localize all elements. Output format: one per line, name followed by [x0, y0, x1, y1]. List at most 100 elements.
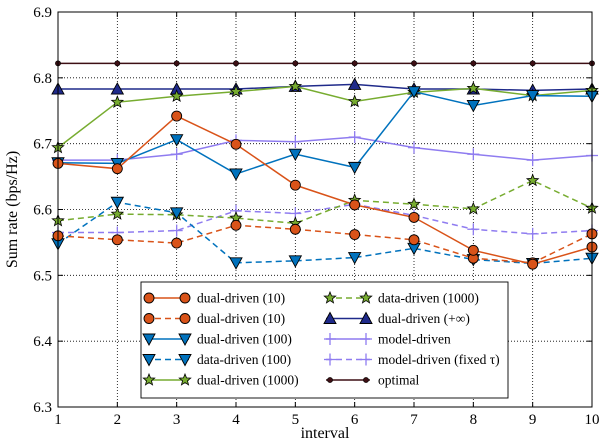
legend-marker	[179, 292, 191, 304]
legend-marker	[323, 290, 337, 304]
legend-marker	[359, 311, 373, 324]
data-point	[171, 237, 183, 249]
data-point	[111, 234, 123, 246]
x-tick-label: 4	[232, 412, 240, 428]
series-line	[58, 136, 593, 161]
data-point	[467, 223, 480, 236]
legend-label: optimal	[378, 373, 419, 388]
data-point	[230, 138, 242, 150]
x-axis-label: interval	[301, 425, 350, 442]
data-point	[407, 86, 421, 99]
x-tick-label: 8	[470, 412, 478, 428]
legend-marker	[142, 333, 156, 346]
x-tick-label: 7	[410, 412, 418, 428]
x-tick-label: 2	[114, 412, 122, 428]
legend-marker	[142, 354, 156, 367]
data-point	[110, 196, 125, 210]
legend-marker	[324, 333, 336, 345]
legend-item: dual-driven (1000)	[142, 372, 299, 388]
y-tick-label: 6.7	[33, 137, 52, 153]
series-line	[58, 83, 593, 92]
data-point	[170, 224, 183, 237]
data-point	[349, 199, 361, 211]
x-tick-label: 3	[173, 412, 181, 428]
data-point	[525, 90, 540, 103]
data-point	[110, 95, 125, 108]
data-point	[229, 257, 243, 270]
legend-item: dual-driven (+∞)	[323, 311, 470, 326]
x-tick-label: 10	[585, 412, 600, 428]
legend-item: data-driven (100)	[142, 352, 291, 367]
y-axis-label: Sum rate (bps/Hz)	[4, 151, 21, 268]
legend-label: data-driven (100)	[197, 352, 291, 367]
legend-label: dual-driven (10)	[197, 311, 285, 326]
data-point	[289, 223, 301, 235]
series-line	[58, 203, 593, 235]
y-tick-label: 6.3	[33, 400, 52, 416]
legend-item: model-driven	[324, 332, 451, 347]
x-tick-label: 9	[529, 412, 537, 428]
series-2	[51, 86, 599, 181]
series-line	[57, 115, 593, 265]
y-tick-label: 6.8	[33, 71, 52, 87]
data-point	[169, 134, 184, 147]
y-tick-label: 6.5	[33, 268, 52, 284]
legend-marker	[324, 353, 336, 366]
y-tick-label: 6.9	[33, 5, 52, 21]
data-point	[288, 148, 303, 162]
data-point	[347, 94, 362, 108]
data-point	[467, 148, 480, 161]
data-point	[288, 255, 303, 268]
tick-layer: 1 2 3 4 5 6 7 8 9 10 6.3 6.4 6.5 6.6 6.7 6.8 6.9	[33, 5, 599, 428]
data-point	[233, 60, 239, 67]
data-point	[351, 60, 358, 67]
legend-label: data-driven (1000)	[378, 291, 479, 306]
data-point	[110, 82, 125, 95]
data-point	[111, 163, 123, 175]
data-point	[408, 211, 420, 223]
legend-marker	[143, 292, 155, 304]
legend-item: dual-driven (100)	[142, 332, 292, 347]
legend-item: data-driven (1000)	[323, 290, 479, 306]
legend-marker	[327, 377, 333, 383]
data-point	[526, 227, 539, 240]
legend-marker	[323, 311, 337, 324]
legend-marker	[178, 333, 192, 346]
legend-item: model-driven (fixed τ)	[324, 352, 500, 367]
data-point	[171, 110, 183, 122]
legend-marker	[363, 377, 369, 383]
legend: dual-driven (10) dual-driven (10) dual-dri…	[140, 281, 509, 399]
legend-marker	[360, 333, 372, 345]
data-point	[347, 77, 362, 90]
data-point	[292, 60, 299, 67]
series-line	[57, 90, 593, 175]
x-tick-label: 6	[351, 412, 359, 428]
data-point	[348, 131, 361, 144]
data-point	[526, 154, 539, 167]
legend-label: dual-driven (100)	[197, 332, 292, 347]
x-tick-label: 5	[292, 412, 300, 428]
legend-label: dual-driven (10)	[197, 291, 285, 306]
legend-marker	[143, 313, 155, 324]
series-9	[55, 60, 595, 67]
data-point	[288, 79, 303, 93]
data-point	[529, 60, 536, 67]
legend-marker	[142, 372, 156, 386]
legend-item: dual-driven (10)	[143, 311, 285, 326]
data-point	[173, 60, 180, 67]
data-point	[527, 258, 539, 270]
data-point	[407, 197, 421, 210]
data-point	[470, 60, 477, 67]
legend-marker	[178, 354, 192, 367]
legend-label: model-driven (fixed τ)	[378, 352, 500, 367]
legend-marker	[178, 372, 192, 386]
data-point	[466, 100, 481, 113]
data-point	[169, 207, 184, 220]
legend-marker	[360, 353, 372, 366]
data-point	[525, 173, 540, 187]
series-line	[57, 179, 593, 225]
legend-label: dual-driven (1000)	[197, 373, 299, 388]
series-layer	[51, 60, 599, 271]
data-point	[230, 219, 242, 231]
